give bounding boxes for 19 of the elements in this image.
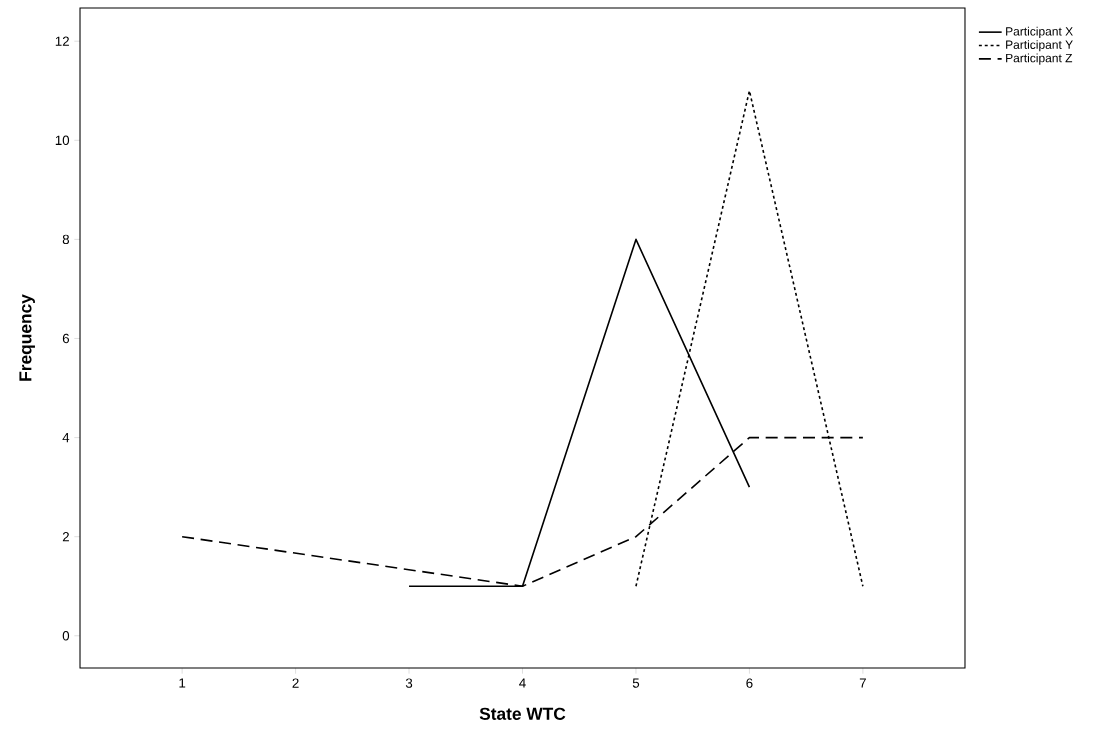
legend-label: Participant X [1006, 26, 1073, 38]
y-axis-title: Frequency [19, 294, 35, 381]
y-tick-label: 8 [62, 234, 70, 245]
y-tick-label: 10 [55, 135, 70, 145]
y-tick-label: 0 [62, 631, 70, 641]
x-tick-label: 5 [632, 678, 640, 688]
y-tick-label: 6 [62, 333, 70, 344]
y-tick-label: 12 [55, 36, 69, 46]
x-tick-label: 7 [859, 678, 866, 688]
x-tick-label: 2 [292, 678, 299, 688]
x-axis-title: State WTC [479, 707, 566, 720]
y-tick-label: 4 [62, 432, 70, 443]
x-tick-label: 6 [746, 678, 753, 688]
legend-label: Participant Y [1006, 40, 1073, 52]
x-tick-label: 3 [405, 678, 413, 688]
x-tick-label: 1 [179, 678, 186, 688]
legend-label: Participant Z [1006, 53, 1073, 65]
x-tick-label: 4 [519, 678, 526, 688]
y-tick-label: 2 [62, 532, 69, 542]
